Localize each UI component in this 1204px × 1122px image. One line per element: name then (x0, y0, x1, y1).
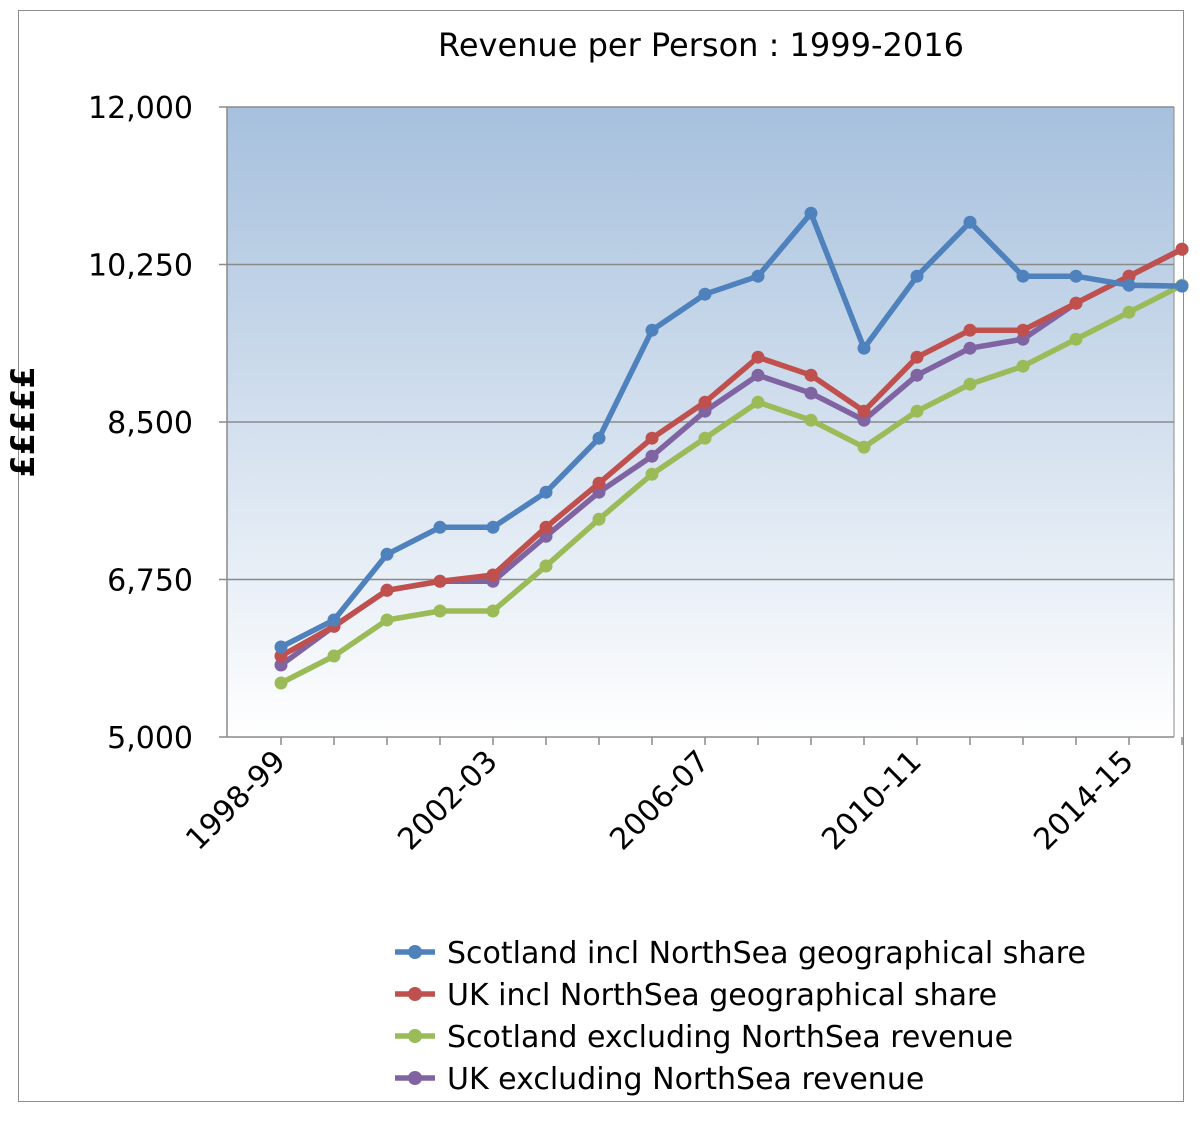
data-point (1016, 332, 1030, 346)
data-point (857, 341, 871, 355)
data-point (963, 323, 977, 337)
data-point (645, 467, 659, 481)
data-point (645, 431, 659, 445)
series-line (278, 246, 1185, 659)
data-point (645, 449, 659, 463)
data-point (433, 574, 447, 588)
data-point (804, 386, 818, 400)
data-point (1175, 279, 1189, 293)
data-point (857, 404, 871, 418)
data-point (1069, 269, 1083, 283)
data-point (804, 413, 818, 427)
data-point (486, 604, 500, 618)
data-point (910, 350, 924, 364)
data-point (804, 368, 818, 382)
data-point (963, 341, 977, 355)
series-2 (274, 242, 1189, 663)
data-point (592, 512, 606, 526)
data-point (539, 520, 553, 534)
data-point (1069, 296, 1083, 310)
data-point (910, 404, 924, 418)
data-point (1016, 269, 1030, 283)
data-point (539, 559, 553, 573)
data-point (1016, 323, 1030, 337)
data-point (274, 676, 288, 690)
series-line (278, 282, 1185, 686)
legend-swatch-marker (408, 1029, 422, 1043)
data-point (963, 215, 977, 229)
data-point (751, 269, 765, 283)
series-group (274, 206, 1189, 690)
data-point (327, 649, 341, 663)
y-tick-label: 6,750 (107, 564, 193, 599)
data-point (698, 287, 712, 301)
data-point (1069, 332, 1083, 346)
x-tick-label: 2006-07 (603, 744, 716, 857)
data-point (1175, 242, 1189, 256)
legend-label: UK incl NorthSea geographical share (447, 978, 997, 1013)
data-point (380, 613, 394, 627)
data-point (380, 583, 394, 597)
data-point (274, 640, 288, 654)
y-tick-label: 10,250 (88, 249, 193, 284)
y-tick-label: 12,000 (88, 91, 193, 126)
legend: Scotland incl NorthSea geographical shar… (395, 936, 1086, 1097)
data-point (274, 658, 288, 672)
x-tick-label: 2014-15 (1027, 744, 1140, 857)
data-point (486, 568, 500, 582)
data-point (963, 377, 977, 391)
data-point (698, 431, 712, 445)
data-point (857, 413, 871, 427)
legend-item: Scotland excluding NorthSea revenue (395, 1020, 1013, 1055)
data-point (645, 323, 659, 337)
series-line (278, 210, 1185, 650)
data-point (698, 404, 712, 418)
data-point (751, 350, 765, 364)
series-1 (274, 206, 1189, 654)
data-point (1122, 269, 1136, 283)
data-point (1122, 278, 1136, 292)
data-point (910, 269, 924, 283)
data-point (433, 604, 447, 618)
data-point (433, 520, 447, 534)
legend-label: UK excluding NorthSea revenue (447, 1062, 924, 1097)
data-point (380, 547, 394, 561)
data-point (751, 395, 765, 409)
legend-item: Scotland incl NorthSea geographical shar… (395, 936, 1086, 971)
x-tick-label: 1998-99 (179, 744, 292, 857)
data-point (910, 368, 924, 382)
chart-title: Revenue per Person : 1999-2016 (438, 26, 964, 64)
y-axis-label: £££££ (4, 366, 42, 477)
data-point (539, 485, 553, 499)
data-point (592, 431, 606, 445)
legend-swatch-marker (408, 945, 422, 959)
legend-swatch-marker (408, 1071, 422, 1085)
legend-label: Scotland incl NorthSea geographical shar… (447, 936, 1086, 971)
x-tick-label: 2010-11 (815, 744, 928, 857)
y-tick-label: 5,000 (107, 721, 193, 756)
data-point (804, 206, 818, 220)
data-point (751, 368, 765, 382)
x-tick-label: 2002-03 (391, 744, 504, 857)
data-point (486, 520, 500, 534)
data-point (592, 476, 606, 490)
y-tick-label: 8,500 (107, 406, 193, 441)
data-point (1016, 359, 1030, 373)
data-point (327, 613, 341, 627)
legend-label: Scotland excluding NorthSea revenue (447, 1020, 1013, 1055)
legend-item: UK excluding NorthSea revenue (395, 1062, 924, 1097)
data-point (698, 395, 712, 409)
data-point (1122, 305, 1136, 319)
legend-swatch-marker (408, 987, 422, 1001)
data-point (274, 649, 288, 663)
data-point (857, 440, 871, 454)
legend-item: UK incl NorthSea geographical share (395, 978, 997, 1013)
